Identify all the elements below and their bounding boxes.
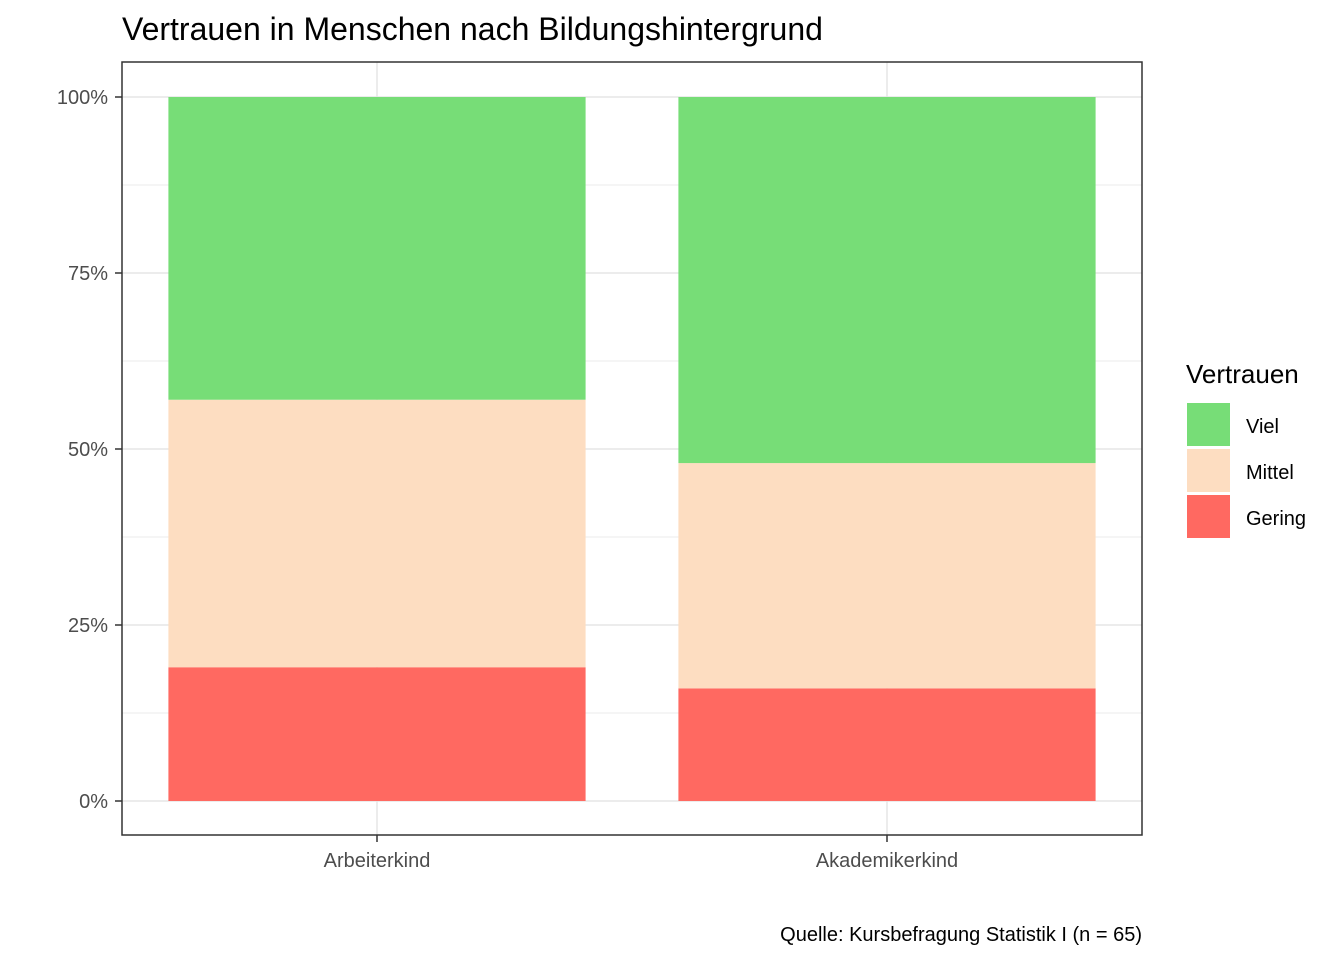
chart-caption: Quelle: Kursbefragung Statistik I (n = 6… — [780, 924, 1142, 946]
legend-key-mittel — [1187, 449, 1230, 492]
legend-label-gering: Gering — [1246, 508, 1306, 530]
y-tick-label: 25% — [68, 615, 108, 637]
bar-segment-viel-arbeiterkind — [168, 97, 585, 400]
legend-label-viel: Viel — [1246, 416, 1279, 438]
bar-segment-gering-akademikerkind — [678, 688, 1095, 801]
chart-title: Vertrauen in Menschen nach Bildungshinte… — [122, 11, 823, 47]
y-tick-label: 0% — [79, 791, 108, 813]
y-tick-label: 50% — [68, 439, 108, 461]
legend-title: Vertrauen — [1186, 359, 1299, 389]
x-tick-label-akademikerkind: Akademikerkind — [816, 850, 958, 872]
bar-segment-viel-akademikerkind — [678, 97, 1095, 463]
legend-key-gering — [1187, 495, 1230, 538]
x-axis: Arbeiterkind Akademikerkind — [324, 835, 959, 872]
legend-label-mittel: Mittel — [1246, 462, 1294, 484]
legend-items: Viel Mittel Gering — [1187, 403, 1306, 538]
legend-key-viel — [1187, 403, 1230, 446]
legend: Vertrauen Viel Mittel Gering — [1186, 359, 1306, 538]
plot-area — [122, 62, 1142, 835]
bar-segment-gering-arbeiterkind — [168, 667, 585, 801]
y-axis: 0% 25% 50% 75% 100% — [57, 87, 122, 813]
bar-segment-mittel-arbeiterkind — [168, 400, 585, 668]
x-tick-label-arbeiterkind: Arbeiterkind — [324, 850, 431, 872]
y-tick-label: 75% — [68, 263, 108, 285]
y-tick-label: 100% — [57, 87, 108, 109]
bar-segment-mittel-akademikerkind — [678, 463, 1095, 688]
